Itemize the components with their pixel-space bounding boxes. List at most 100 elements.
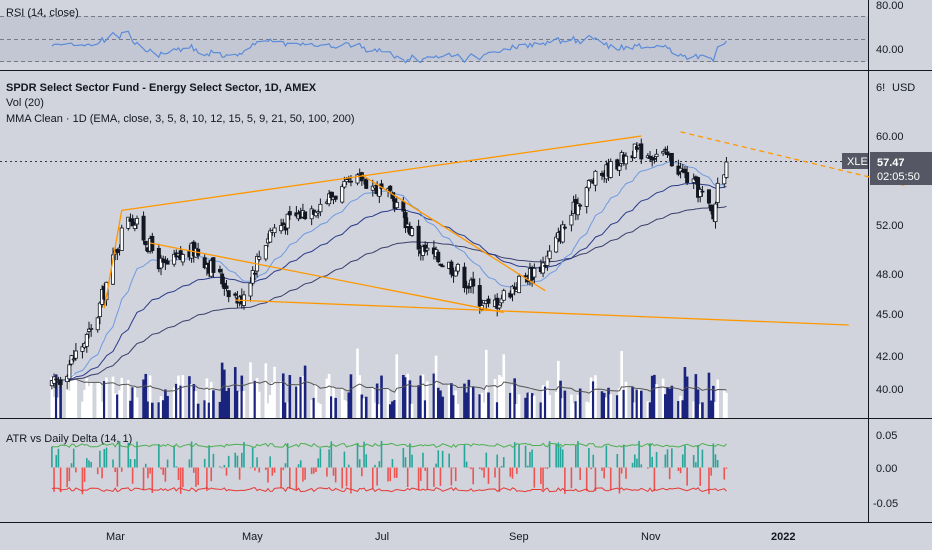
volume-bar [419, 375, 423, 418]
volume-bar [159, 396, 163, 418]
volume-bar [515, 403, 519, 418]
candle-body [202, 257, 207, 269]
volume-bar [135, 397, 139, 418]
trendline-5[interactable] [361, 174, 546, 292]
candle-body [543, 265, 548, 267]
candle-body [143, 240, 148, 246]
atr-pane[interactable] [51, 440, 728, 495]
trendline-4[interactable] [235, 299, 849, 326]
volume-bar [161, 400, 165, 418]
volume-bar [561, 398, 564, 418]
volume-bar [668, 388, 671, 418]
x-label-mar: Mar [106, 531, 125, 543]
volume-title[interactable]: Vol (20) [6, 97, 44, 109]
candle-body [401, 201, 406, 212]
daily-delta-bars [51, 440, 728, 495]
volume-bar [194, 391, 198, 418]
volume-bar [615, 395, 619, 418]
volume-bar [683, 367, 687, 418]
candle-body [172, 253, 177, 265]
symbol-tag[interactable] [842, 153, 868, 169]
x-label-may: May [242, 531, 263, 543]
candle-body [165, 260, 170, 265]
price-tick-42: 42.00 [876, 351, 904, 363]
chart-title[interactable]: SPDR Select Sector Fund - Energy Select … [6, 82, 317, 94]
candle-body [440, 265, 445, 268]
trendlines[interactable] [103, 131, 908, 326]
volume-bar [146, 401, 150, 418]
volume-bar [236, 390, 239, 418]
price-pane[interactable] [0, 131, 908, 418]
trendline-2[interactable] [103, 210, 123, 309]
volume-bar [500, 376, 503, 418]
candle-body [180, 254, 185, 263]
trendline-6[interactable] [680, 131, 908, 187]
volume-bar [487, 392, 490, 418]
volume-bar [498, 375, 501, 418]
mma-title[interactable]: MMA Clean · 1D (EMA, close, 3, 5, 8, 10,… [6, 113, 355, 125]
volume-bar [393, 400, 396, 418]
volume-bar [190, 383, 193, 418]
volume-bar [456, 404, 460, 418]
candle-body [624, 155, 629, 165]
volume-bar [242, 390, 246, 418]
volume-bar [175, 383, 178, 418]
trendline-3[interactable] [149, 242, 504, 314]
time-axis[interactable]: Mar May Jul Sep Nov 2022 [106, 531, 795, 543]
candle-body [669, 152, 674, 167]
volume-bar [725, 392, 728, 418]
candle-body [388, 185, 393, 191]
volume-bar [144, 373, 148, 418]
candle-body [486, 298, 491, 304]
candle-body [691, 178, 696, 183]
atr-title[interactable]: ATR vs Daily Delta (14, 1) [6, 433, 132, 445]
candle-body [575, 203, 580, 216]
volume-bar [655, 384, 658, 418]
volume-bar [142, 379, 145, 418]
volume-bar [524, 397, 527, 418]
volume-bar [722, 390, 726, 418]
candle-body [314, 211, 319, 217]
volume-bar [648, 402, 652, 418]
candle-body [698, 189, 703, 197]
candle-body [416, 225, 421, 250]
volume-bar [295, 386, 298, 418]
rsi-pane[interactable] [0, 16, 868, 64]
volume-bar [714, 401, 717, 418]
rsi-tick-40: 40.00 [876, 44, 904, 56]
last-price-box[interactable] [870, 152, 932, 185]
volume-bar [541, 385, 545, 418]
volume-bar [111, 376, 115, 418]
candle-body [554, 236, 559, 253]
volume-bar [602, 392, 606, 418]
volume-moving-average [51, 376, 727, 394]
volume-bar [264, 363, 268, 418]
volume-bar [513, 378, 516, 418]
volume-bar [679, 395, 682, 418]
price-scale[interactable]: 80.00 40.00 6! USD 60.00 52.00 48.00 45.… [873, 0, 915, 510]
candle-body [713, 203, 718, 223]
volume-bar [670, 385, 674, 418]
candle-body [706, 189, 711, 204]
volume-bar [528, 392, 532, 418]
symbol-label[interactable]: XLE [847, 156, 868, 168]
volume-bar [441, 396, 444, 418]
rsi-line [51, 30, 727, 64]
last-price-label: 57.47 [877, 157, 905, 169]
candle-body [126, 216, 131, 229]
volume-bar [463, 383, 466, 418]
candle-body [58, 379, 63, 385]
volume-bar [356, 348, 359, 418]
volume-bar [314, 384, 318, 418]
volume-bar [303, 365, 307, 418]
volume-bar [495, 402, 499, 418]
candle-body [329, 191, 334, 199]
volume-bar [301, 375, 305, 418]
trendline-1[interactable] [121, 135, 642, 211]
rsi-title[interactable]: RSI (14, close) [6, 7, 79, 19]
atr-tick-neg-0.05: -0.05 [873, 498, 898, 510]
atr-upper-line [51, 442, 727, 449]
rsi-tick-80: 80.00 [876, 0, 904, 12]
